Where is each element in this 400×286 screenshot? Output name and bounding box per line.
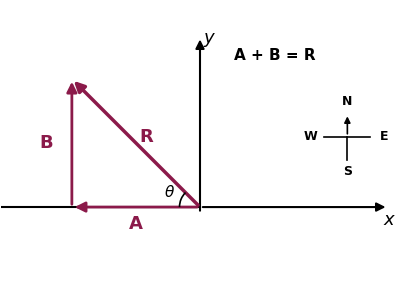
- Text: A: A: [129, 215, 143, 233]
- Text: B: B: [40, 134, 53, 152]
- Text: S: S: [343, 165, 352, 178]
- Text: N: N: [342, 96, 352, 108]
- Text: W: W: [303, 130, 317, 143]
- Text: E: E: [380, 130, 389, 143]
- Text: y: y: [204, 29, 214, 47]
- Text: R: R: [139, 128, 153, 146]
- Text: A + B = R: A + B = R: [234, 48, 315, 63]
- Text: x: x: [383, 211, 394, 229]
- Text: θ: θ: [165, 185, 174, 200]
